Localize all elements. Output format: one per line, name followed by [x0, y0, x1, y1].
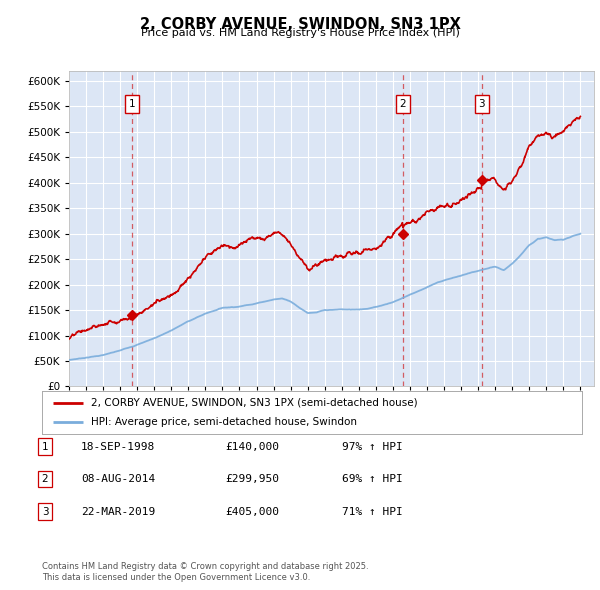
Text: HPI: Average price, semi-detached house, Swindon: HPI: Average price, semi-detached house,…	[91, 417, 356, 427]
Text: 1: 1	[129, 99, 136, 109]
Text: 69% ↑ HPI: 69% ↑ HPI	[342, 474, 403, 484]
Text: 3: 3	[479, 99, 485, 109]
Text: Price paid vs. HM Land Registry's House Price Index (HPI): Price paid vs. HM Land Registry's House …	[140, 28, 460, 38]
Text: Contains HM Land Registry data © Crown copyright and database right 2025.
This d: Contains HM Land Registry data © Crown c…	[42, 562, 368, 582]
Text: 2, CORBY AVENUE, SWINDON, SN3 1PX: 2, CORBY AVENUE, SWINDON, SN3 1PX	[140, 17, 460, 31]
Text: 2: 2	[41, 474, 49, 484]
Text: 22-MAR-2019: 22-MAR-2019	[81, 507, 155, 516]
Text: 1: 1	[41, 442, 49, 451]
Text: 08-AUG-2014: 08-AUG-2014	[81, 474, 155, 484]
Text: £140,000: £140,000	[225, 442, 279, 451]
Text: 71% ↑ HPI: 71% ↑ HPI	[342, 507, 403, 516]
Text: 3: 3	[41, 507, 49, 516]
Text: 18-SEP-1998: 18-SEP-1998	[81, 442, 155, 451]
Text: £299,950: £299,950	[225, 474, 279, 484]
Text: 2, CORBY AVENUE, SWINDON, SN3 1PX (semi-detached house): 2, CORBY AVENUE, SWINDON, SN3 1PX (semi-…	[91, 398, 417, 408]
Text: 2: 2	[400, 99, 406, 109]
Text: 97% ↑ HPI: 97% ↑ HPI	[342, 442, 403, 451]
Text: £405,000: £405,000	[225, 507, 279, 516]
